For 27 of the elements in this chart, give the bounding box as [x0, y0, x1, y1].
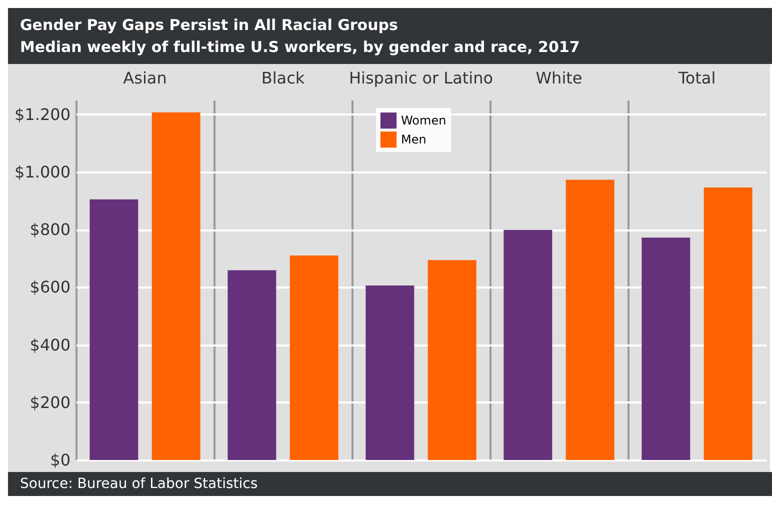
y-tick-label: $400 — [30, 335, 70, 354]
bar — [504, 230, 552, 460]
y-tick-label: $0 — [50, 450, 70, 470]
x-tick-label: Black — [261, 68, 306, 88]
y-tick-label: $1.000 — [14, 162, 70, 182]
x-tick-label: Hispanic or Latino — [348, 68, 494, 88]
x-tick-label: Total — [677, 68, 716, 88]
bar — [428, 260, 476, 460]
bar — [642, 238, 690, 460]
bar — [90, 199, 138, 460]
bar — [152, 112, 200, 460]
bar — [366, 285, 414, 460]
y-tick-label: $800 — [30, 220, 70, 240]
x-tick-label: Asian — [123, 68, 167, 88]
y-tick-label: $200 — [30, 392, 70, 412]
legend-label: Women — [401, 114, 446, 128]
y-tick-label: $600 — [30, 278, 70, 297]
legend-label: Men — [401, 132, 426, 146]
x-tick-label: White — [536, 68, 582, 88]
source-note: Source: Bureau of Labor Statistics — [8, 472, 772, 496]
chart-title: Gender Pay Gaps Persist in All Racial Groups — [20, 15, 399, 36]
bar — [290, 256, 338, 460]
bar — [566, 180, 614, 460]
bar — [704, 188, 752, 460]
y-tick-label: $1.200 — [14, 104, 70, 124]
bar — [228, 270, 276, 460]
chart-subtitle: Median weekly of full-time U.S workers, by gender and race, 2017 — [20, 37, 581, 58]
